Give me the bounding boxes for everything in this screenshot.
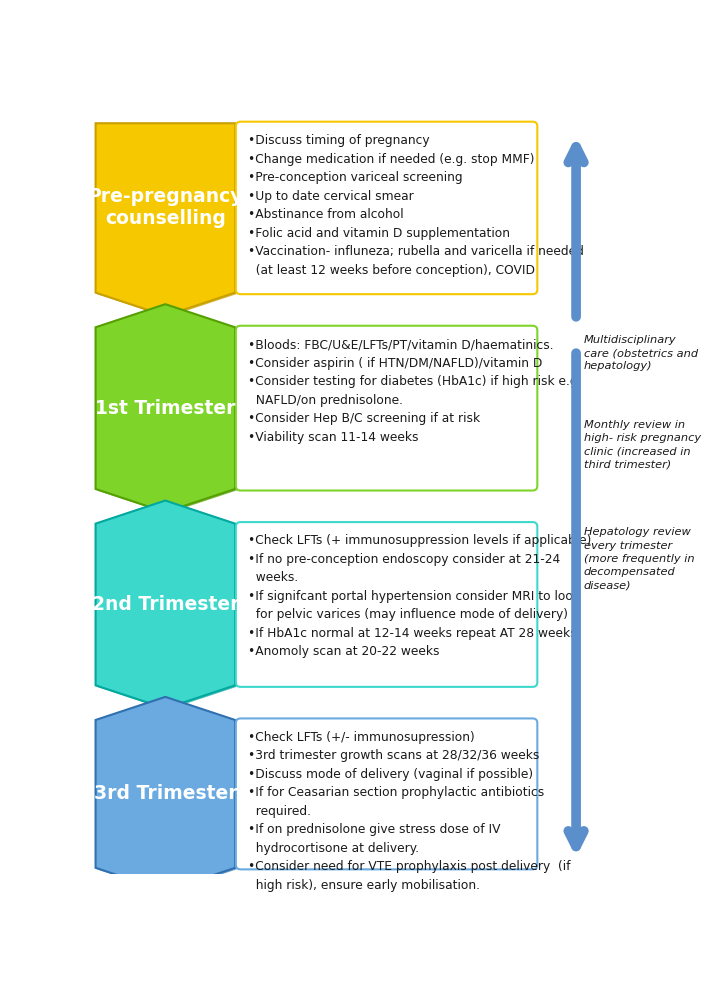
Text: 2nd Trimester: 2nd Trimester bbox=[92, 595, 239, 614]
FancyBboxPatch shape bbox=[236, 326, 538, 491]
Text: 3rd Trimester: 3rd Trimester bbox=[94, 785, 237, 803]
Polygon shape bbox=[97, 305, 237, 514]
Polygon shape bbox=[97, 125, 237, 317]
Polygon shape bbox=[96, 501, 235, 708]
Text: •Bloods: FBC/U&E/LFTs/PT/vitamin D/haematinics.
•Consider aspirin ( if HTN/DM/NA: •Bloods: FBC/U&E/LFTs/PT/vitamin D/haema… bbox=[248, 338, 582, 444]
Text: •Discuss timing of pregnancy
•Change medication if needed (e.g. stop MMF)
•Pre-c: •Discuss timing of pregnancy •Change med… bbox=[248, 134, 584, 277]
FancyBboxPatch shape bbox=[236, 122, 538, 295]
Text: Pre-pregnancy
counselling: Pre-pregnancy counselling bbox=[87, 188, 243, 229]
Text: Multidisciplinary
care (obstetrics and
hepatology): Multidisciplinary care (obstetrics and h… bbox=[584, 335, 698, 371]
Text: Monthly review in
high- risk pregnancy
clinic (increased in
third trimester): Monthly review in high- risk pregnancy c… bbox=[584, 419, 701, 469]
FancyBboxPatch shape bbox=[236, 719, 538, 869]
Polygon shape bbox=[96, 123, 235, 316]
Text: Hepatology review
every trimester
(more frequently in
decompensated
disease): Hepatology review every trimester (more … bbox=[584, 527, 694, 590]
Polygon shape bbox=[96, 304, 235, 512]
FancyBboxPatch shape bbox=[236, 522, 538, 686]
Polygon shape bbox=[97, 698, 237, 893]
Polygon shape bbox=[97, 502, 237, 710]
Text: •Check LFTs (+ immunosuppression levels if applicable)
•If no pre-conception end: •Check LFTs (+ immunosuppression levels … bbox=[248, 534, 591, 658]
Text: •Check LFTs (+/- immunosupression)
•3rd trimester growth scans at 28/32/36 weeks: •Check LFTs (+/- immunosupression) •3rd … bbox=[248, 731, 571, 892]
Text: 1st Trimester: 1st Trimester bbox=[95, 399, 235, 417]
Polygon shape bbox=[96, 697, 235, 891]
